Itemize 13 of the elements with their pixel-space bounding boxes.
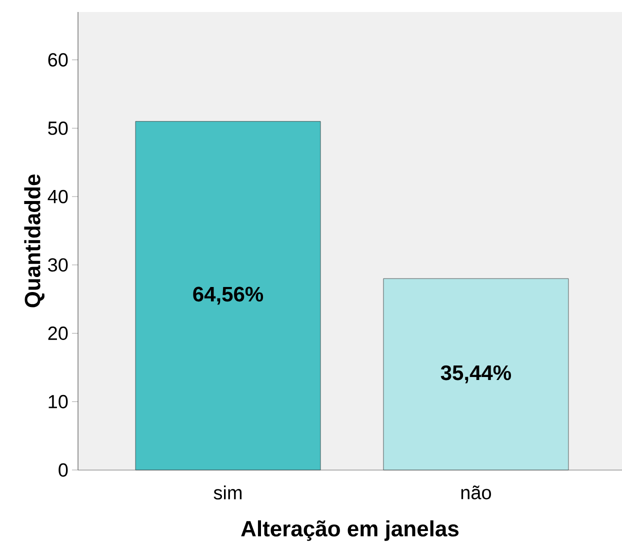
y-axis-title: Quantidadde xyxy=(24,174,44,308)
y-tick-label: 40 xyxy=(48,190,68,204)
y-tick-label: 30 xyxy=(48,258,68,272)
annotation: 64,56% xyxy=(193,286,264,305)
x-axis-title: Alteração em janelas xyxy=(241,520,459,541)
x-tick-label: sim xyxy=(214,486,242,500)
x-tick-label: não xyxy=(461,486,492,500)
y-tick-label: 50 xyxy=(48,121,68,135)
annotation: 35,44% xyxy=(440,365,511,384)
y-tick-label: 60 xyxy=(48,53,68,67)
y-tick-label: 10 xyxy=(48,394,68,408)
y-tick-label: 20 xyxy=(48,326,68,340)
y-tick-label: 0 xyxy=(58,463,68,477)
